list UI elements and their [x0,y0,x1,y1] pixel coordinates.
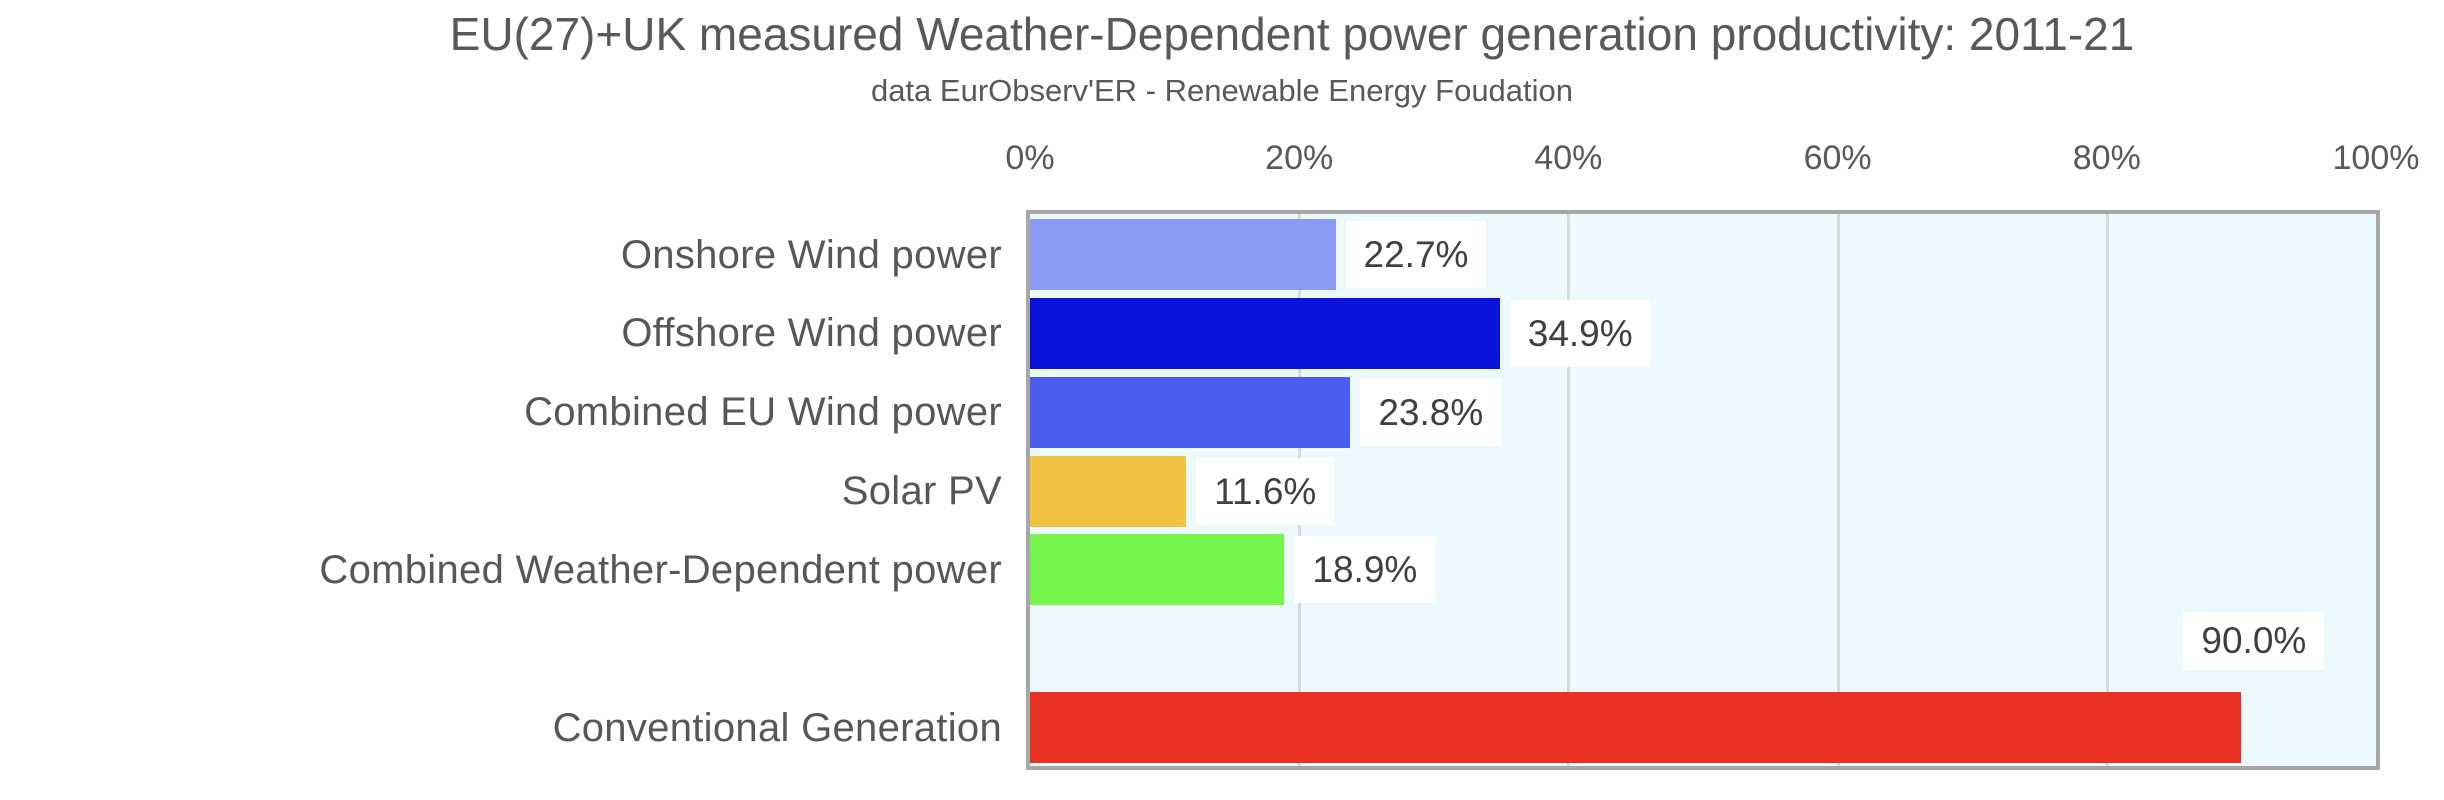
bar-solar-pv [1030,455,1187,527]
value-label: 18.9% [1294,536,1436,604]
bar-combined-weather-dependent-power [1030,534,1285,606]
category-label-solar-pv: Solar PV [841,469,1002,514]
x-axis-tick: 80% [2072,139,2141,177]
value-label: 23.8% [1360,378,1502,446]
value-label: 90.0% [2183,612,2325,671]
gridline [1836,214,1840,766]
category-label-conventional-generation: Conventional Generation [552,705,1002,750]
plot-area: 22.7% 34.9% 23.8% 11.6% 18.9% 90.0% [1026,210,2380,770]
bar-onshore-wind-power [1030,219,1336,290]
chart-title: EU(27)+UK measured Weather-Dependent pow… [449,8,2135,60]
bar-combined-eu-wind-power [1030,376,1351,448]
x-axis-tick: 40% [1534,139,1603,177]
gridline [1567,214,1571,766]
x-axis-tick: 60% [1803,139,1872,177]
x-axis-tick: 0% [1005,139,1055,177]
category-label-combined-eu-wind-power: Combined EU Wind power [524,390,1002,435]
value-label: 11.6% [1196,457,1335,525]
gridline [2105,214,2109,766]
category-label-offshore-wind-power: Offshore Wind power [621,311,1002,356]
category-label-combined-weather-dependent-power: Combined Weather-Dependent power [319,547,1002,592]
category-label-onshore-wind-power: Onshore Wind power [620,232,1002,277]
value-label: 34.9% [1509,299,1651,367]
bar-offshore-wind-power [1030,297,1500,369]
x-axis: 0% 20% 40% 60% 80% 100% [0,132,2444,184]
x-axis-tick: 100% [2332,139,2420,177]
x-axis-tick: 20% [1265,139,1334,177]
value-label: 22.7% [1345,221,1487,288]
bar-conventional-generation [1030,692,2242,764]
chart-subtitle: data EurObserv'ER - Renewable Energy Fou… [870,73,1574,108]
y-axis-category-labels: Onshore Wind power Offshore Wind power Com… [0,0,1002,800]
